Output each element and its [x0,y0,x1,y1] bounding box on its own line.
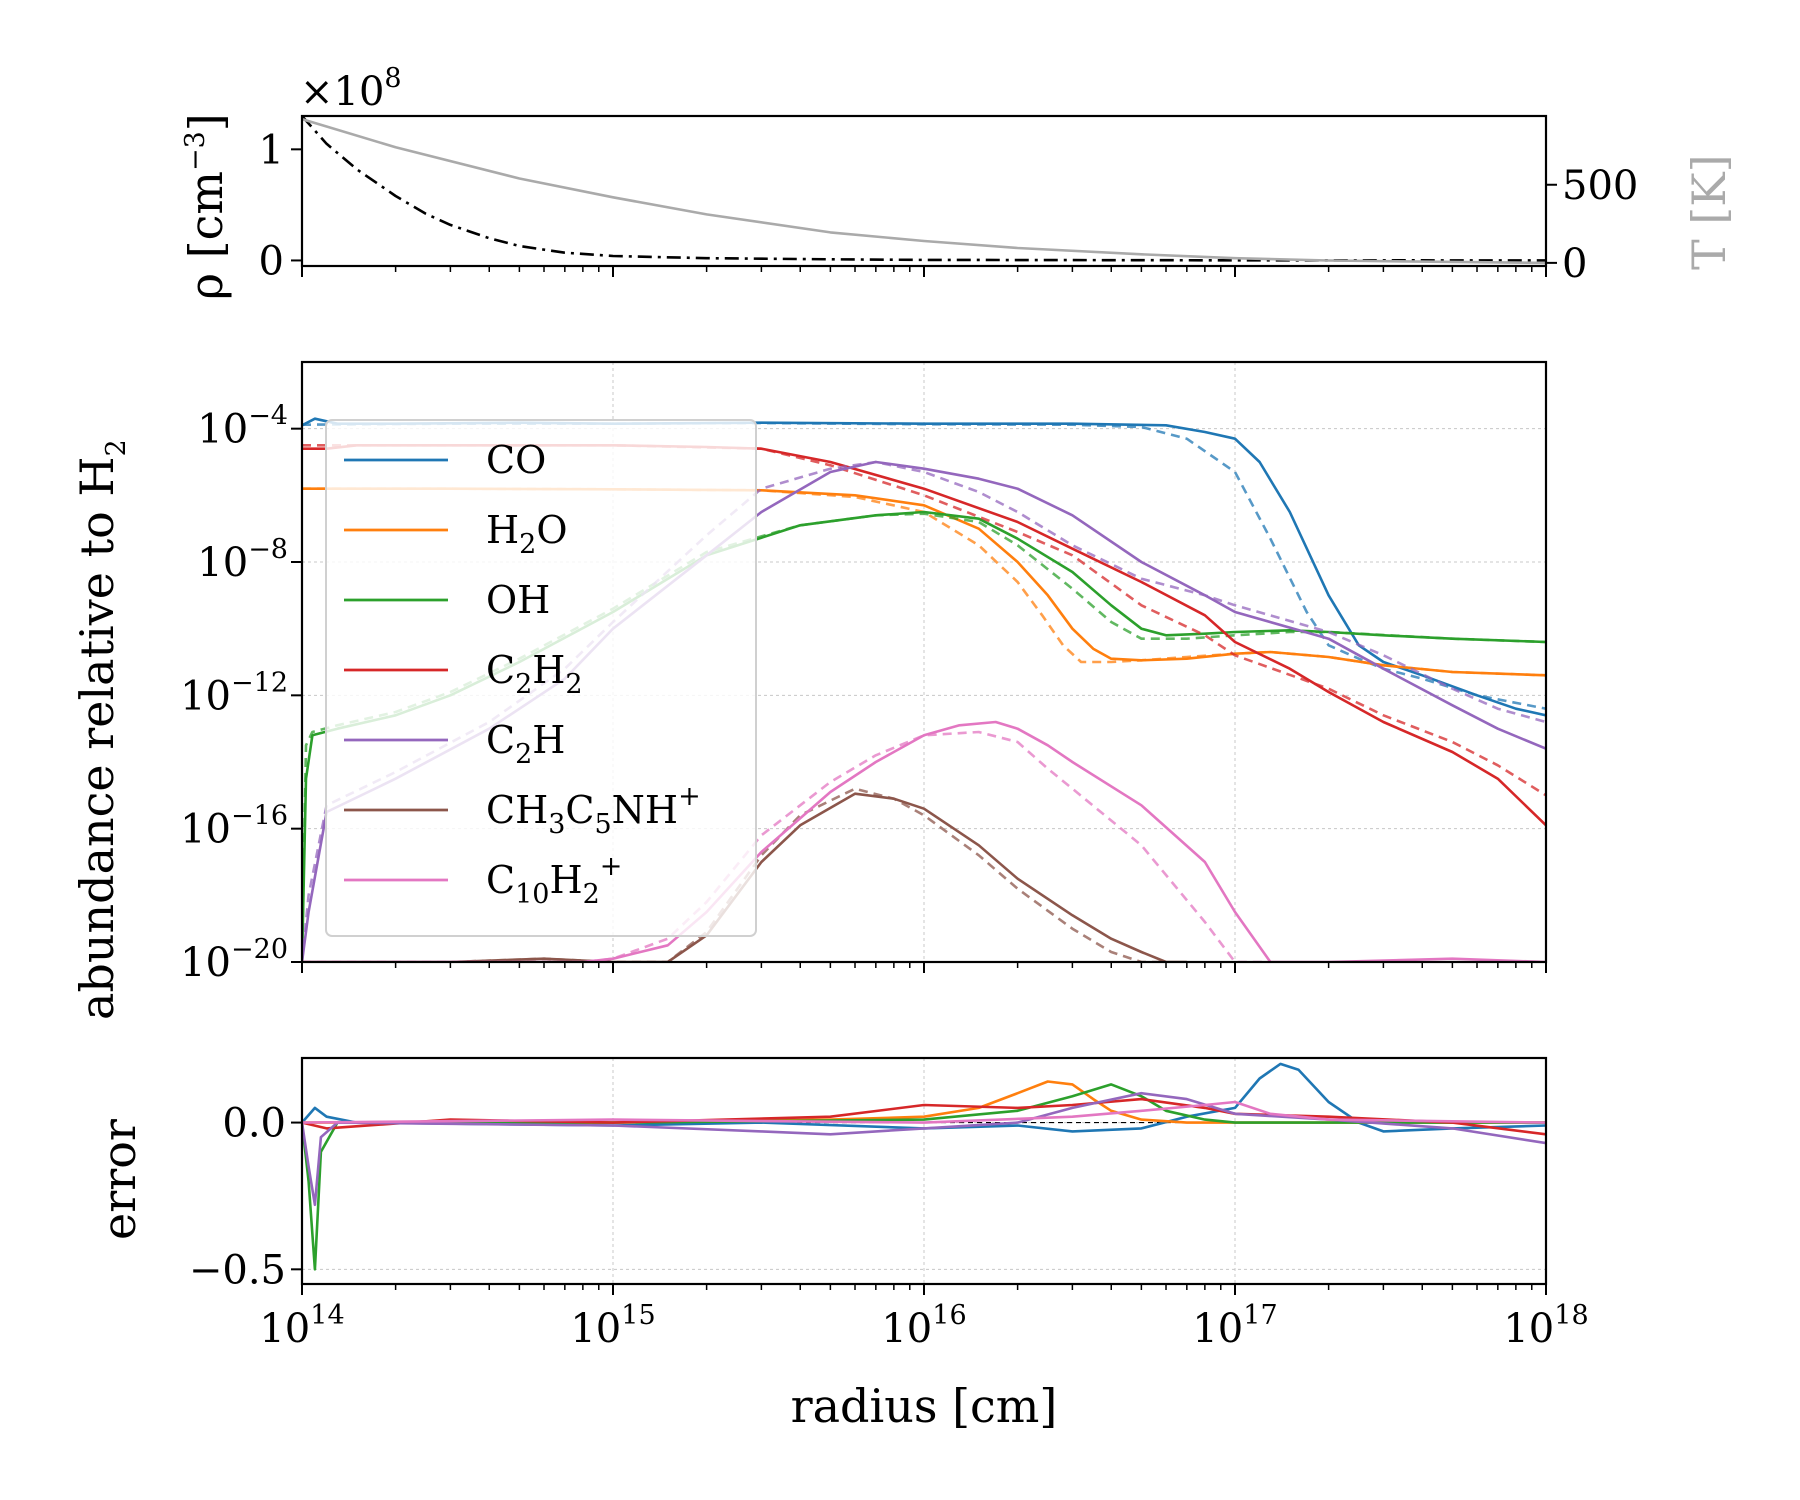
legend-label: CH3C5NH+ [486,781,701,840]
x-tick-label: 1018 [1503,1300,1588,1352]
x-tick-label: 1015 [570,1300,655,1352]
model-dashed-line [302,512,1546,962]
abundance-line [302,487,1546,677]
y-left-tick-label: 0 [259,238,284,284]
x-tick-label: 1014 [259,1300,344,1352]
y-tick-label: −0.5 [189,1247,286,1293]
top-scale-note: ×108 [300,63,402,115]
error-line [302,1100,1546,1124]
y-tick-label: 10−8 [197,534,288,586]
legend-label: OH [486,578,550,622]
x-tick-label: 1017 [1192,1300,1277,1352]
legend-label: C2H2 [486,648,583,700]
abundance-panel: 10−4 10−8 10−12 10−16 10−20 abundance relati… [70,360,1548,1020]
y-right-tick-label: 0 [1562,241,1587,287]
legend-label: CO [486,438,546,482]
error-panel: 1014 1015 1016 1017 1018 0.0 −0.5 error radius… [92,1056,1589,1433]
x-axis-label: radius [cm] [791,1379,1058,1433]
density-line [302,116,1546,262]
main-ylabel: abundance relative to H2 [70,439,132,1020]
error-line [302,1083,1546,1271]
legend-box [325,419,757,937]
abundance-line [302,720,1546,962]
y-tick-label: 10−4 [197,401,288,453]
top-left-ylabel: ρ [cm−3] [179,113,233,300]
y-tick-label: 10−12 [180,667,288,719]
error-line [302,1091,1546,1207]
x-tick-label: 1016 [881,1300,966,1352]
legend-label: C2H [486,718,565,770]
error-ylabel: error [92,1119,146,1240]
y-left-tick-label: 1 [259,127,284,173]
y-tick-label: 0.0 [222,1101,286,1147]
top-right-ylabel: T [K] [1682,154,1736,270]
top-panel-frame [300,114,1548,268]
y-tick-label: 10−16 [180,801,288,853]
legend-label: H2O [486,508,567,560]
model-dashed-line [302,443,1546,797]
legend: CO H2O OH C2H2 C2H CH3C5NH+ C10H2+ [325,419,757,937]
temperature-line [302,117,1546,265]
density-temperature-panel: 0 1 0 500 ×108 ρ [cm−3] T [K] [179,63,1736,300]
y-tick-label: 10−20 [180,934,288,986]
y-right-tick-label: 500 [1562,163,1638,209]
legend-label: C10H2+ [486,851,622,910]
